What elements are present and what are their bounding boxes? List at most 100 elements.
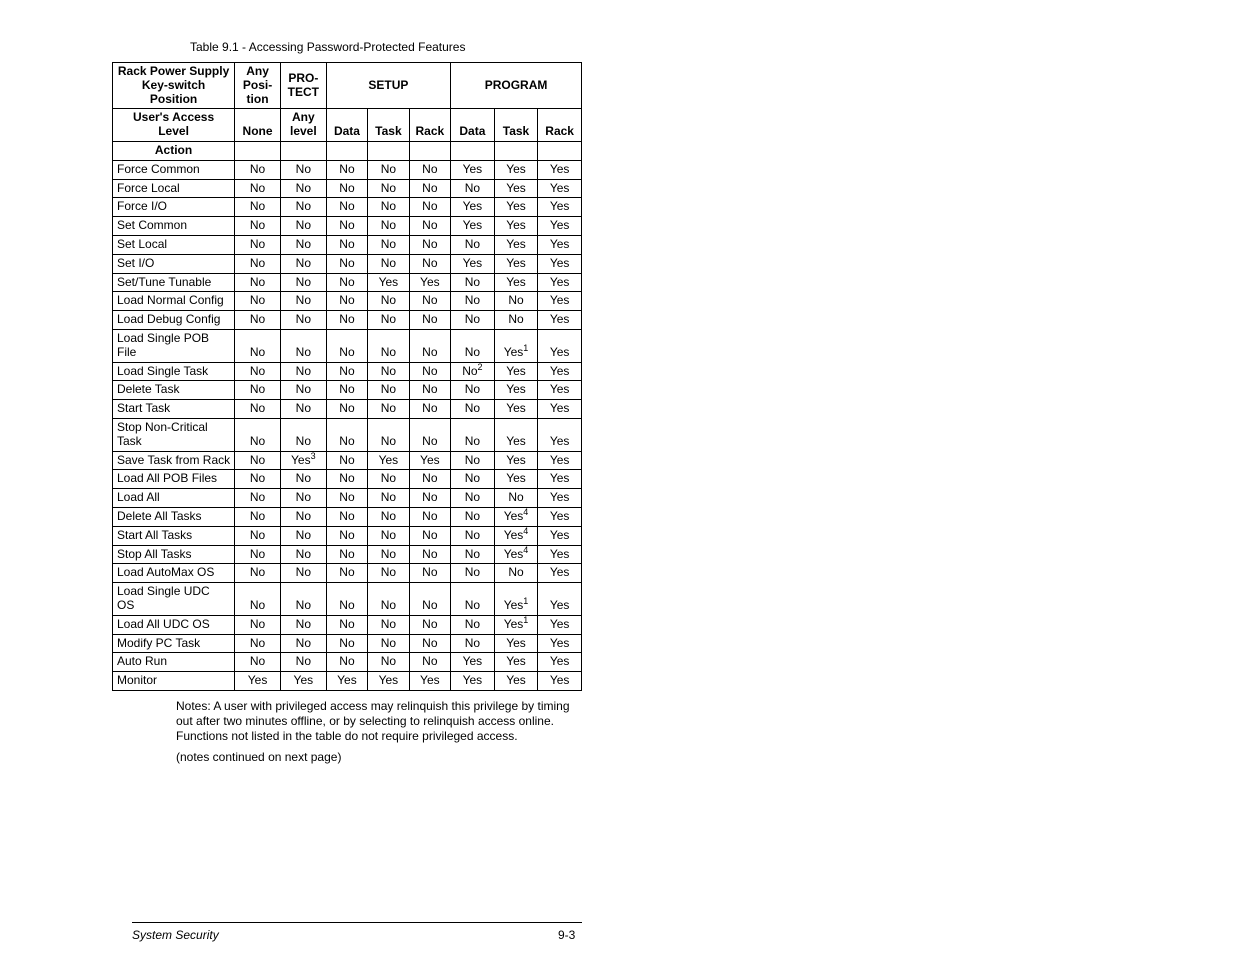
value-cell: Yes [494,217,538,236]
action-cell: Start All Tasks [113,526,235,545]
value-cell: No [451,179,495,198]
action-cell: Monitor [113,672,235,691]
value-cell: Yes [494,653,538,672]
table-row: Modify PC TaskNoNoNoNoNoNoYesYes [113,634,582,653]
value-cell: No2 [451,362,495,381]
page-content: Table 9.1 - Accessing Password-Protected… [112,40,582,764]
value-cell: No [326,292,367,311]
value-cell: No [280,292,326,311]
value-cell: Yes [409,672,450,691]
value-cell: No [280,329,326,362]
value-cell: No [280,273,326,292]
hdr-blank [368,141,409,160]
hdr-blank [494,141,538,160]
value-cell: No [409,362,450,381]
value-cell: No [280,526,326,545]
value-cell: No [368,507,409,526]
value-cell: No [368,470,409,489]
value-cell: No [280,400,326,419]
hdr-action: Action [113,141,235,160]
table-row: Set CommonNoNoNoNoNoYesYesYes [113,217,582,236]
value-cell: No [409,198,450,217]
value-cell: No [326,362,367,381]
value-cell: Yes [494,400,538,419]
value-cell: Yes [538,418,582,451]
value-cell: No [451,470,495,489]
value-cell: No [326,545,367,564]
value-cell: No [368,634,409,653]
value-cell: No [409,254,450,273]
table-row: Delete All TasksNoNoNoNoNoNoYes4Yes [113,507,582,526]
action-cell: Delete All Tasks [113,507,235,526]
value-cell: Yes1 [494,615,538,634]
table-row: Load Single UDC OSNoNoNoNoNoNoYes1Yes [113,583,582,616]
value-cell: Yes [494,198,538,217]
value-cell: Yes [538,329,582,362]
value-cell: No [368,564,409,583]
action-cell: Stop All Tasks [113,545,235,564]
value-cell: No [280,381,326,400]
header-row-2: User's Access Level None Any level Data … [113,109,582,142]
value-cell: Yes [494,160,538,179]
action-cell: Load Single POB File [113,329,235,362]
value-cell: Yes [538,615,582,634]
value-cell: No [409,615,450,634]
hdr-program-data: Data [451,109,495,142]
footer-rule [132,922,582,923]
action-cell: Set/Tune Tunable [113,273,235,292]
hdr-any-level: Any level [280,109,326,142]
value-cell: No [235,507,281,526]
value-cell: Yes [368,451,409,470]
value-cell: Yes [538,634,582,653]
table-row: Auto RunNoNoNoNoNoYesYesYes [113,653,582,672]
value-cell: No [280,217,326,236]
value-cell: No [235,470,281,489]
value-cell: No [409,507,450,526]
hdr-user-access: User's Access Level [113,109,235,142]
table-row: Force I/ONoNoNoNoNoYesYesYes [113,198,582,217]
value-cell: No [409,160,450,179]
value-cell: No [409,526,450,545]
value-cell: Yes [451,198,495,217]
value-cell: No [326,273,367,292]
value-cell: Yes [280,672,326,691]
value-cell: No [409,418,450,451]
value-cell: Yes [494,273,538,292]
value-cell: No [494,564,538,583]
value-cell: No [409,311,450,330]
table-row: Load AutoMax OSNoNoNoNoNoNoNoYes [113,564,582,583]
value-cell: No [280,583,326,616]
value-cell: No [280,418,326,451]
hdr-blank [451,141,495,160]
action-cell: Stop Non-Critical Task [113,418,235,451]
value-cell: No [368,526,409,545]
value-cell: No [368,179,409,198]
value-cell: No [235,634,281,653]
value-cell: No [235,400,281,419]
hdr-setup: SETUP [326,63,450,109]
value-cell: No [235,418,281,451]
value-cell: Yes [538,507,582,526]
value-cell: No [235,292,281,311]
value-cell: Yes4 [494,526,538,545]
hdr-program-task: Task [494,109,538,142]
table-row: Set LocalNoNoNoNoNoNoYesYes [113,235,582,254]
value-cell: No [368,400,409,419]
value-cell: Yes [538,381,582,400]
action-cell: Load All POB Files [113,470,235,489]
value-cell: No [409,329,450,362]
value-cell: Yes [451,672,495,691]
table-row: Load All POB FilesNoNoNoNoNoNoYesYes [113,470,582,489]
value-cell: No [280,634,326,653]
value-cell: No [235,489,281,508]
value-cell: No [368,583,409,616]
value-cell: No [235,545,281,564]
value-cell: No [235,254,281,273]
value-cell: No [409,400,450,419]
value-cell: No [326,526,367,545]
table-row: Save Task from RackNoYes3NoYesYesNoYesYe… [113,451,582,470]
table-notes: Notes: A user with privileged access may… [176,699,574,744]
value-cell: No [280,615,326,634]
value-cell: Yes [538,362,582,381]
value-cell: Yes [494,179,538,198]
